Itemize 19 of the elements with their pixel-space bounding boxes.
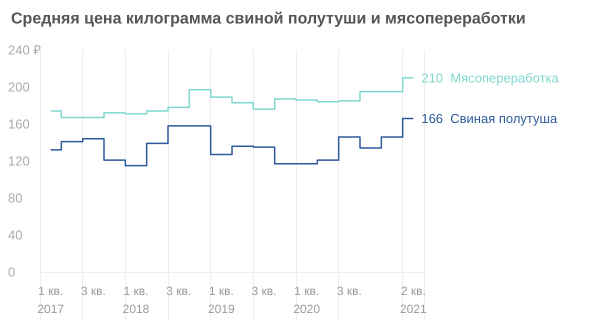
- y-tick-label: 200: [8, 80, 30, 94]
- y-tick-label: 120: [8, 154, 30, 168]
- x-tick-label: 1 кв. 2019: [208, 284, 236, 316]
- text: 166 Свиная полутуша: [421, 110, 558, 126]
- y-tick-label: 0: [8, 264, 16, 280]
- x-tick-label: 3 кв.: [80, 284, 106, 298]
- x-tick-label: 1 кв. 2018: [122, 284, 150, 316]
- x-tick-label: 3 кв.: [166, 284, 192, 298]
- x-tick-label: 3 кв.: [252, 284, 276, 298]
- x-tick-label: 3 кв.: [336, 284, 362, 298]
- x-tick-label: 1 кв. 2017: [37, 284, 64, 316]
- x-tick-label: 1 кв. 2020: [293, 284, 320, 316]
- y-tick-label: 240 ₽: [8, 42, 42, 58]
- y-tick-label: 80: [8, 190, 22, 206]
- y-tick-label: 160: [8, 116, 30, 132]
- text: 210 Мясопереработка: [421, 70, 559, 86]
- chart-title: Средняя цена килограмма свиной полутуши и мясопереработки: [11, 10, 526, 28]
- y-tick-label: 40: [8, 228, 22, 242]
- x-tick-label: 2 кв. 2021: [400, 284, 428, 316]
